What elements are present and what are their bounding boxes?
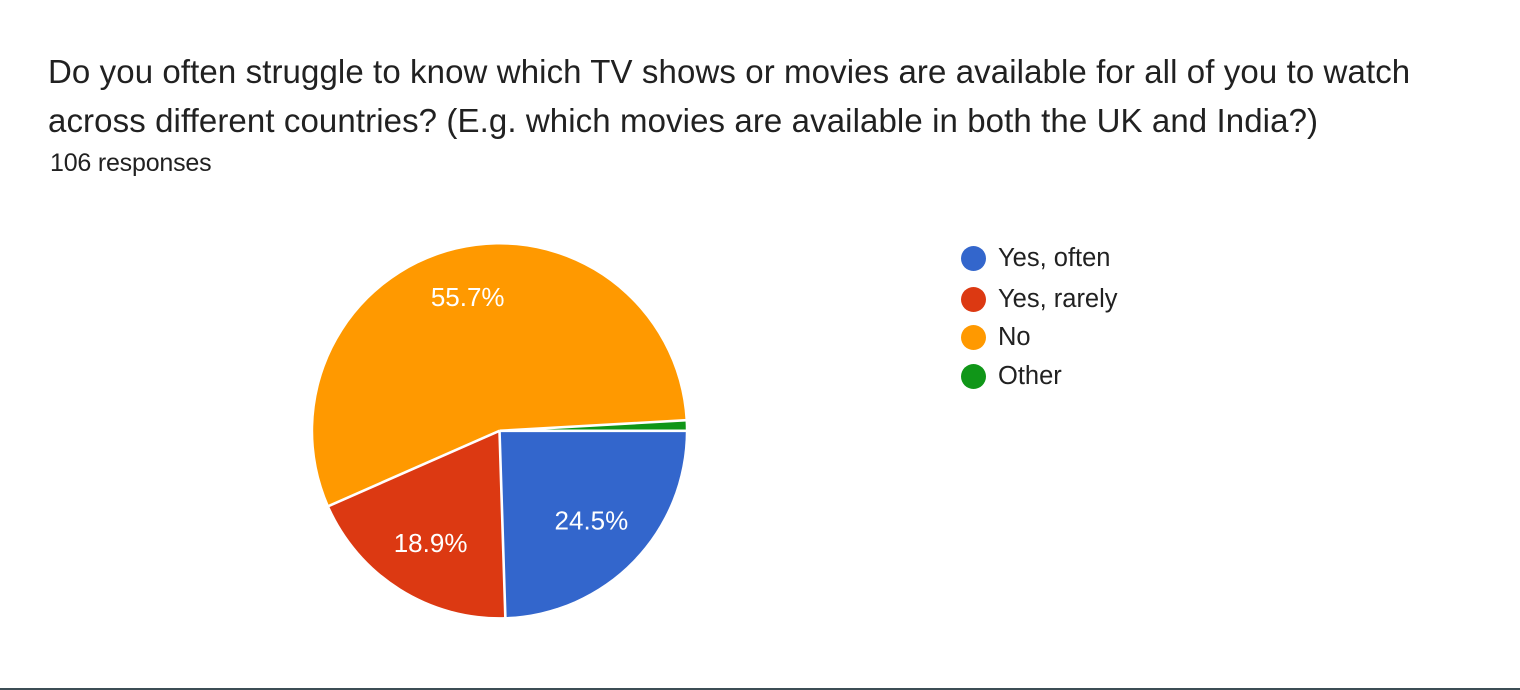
svg-text:24.5%: 24.5% xyxy=(555,506,629,536)
svg-text:55.7%: 55.7% xyxy=(431,282,505,312)
svg-text:18.9%: 18.9% xyxy=(394,528,468,558)
